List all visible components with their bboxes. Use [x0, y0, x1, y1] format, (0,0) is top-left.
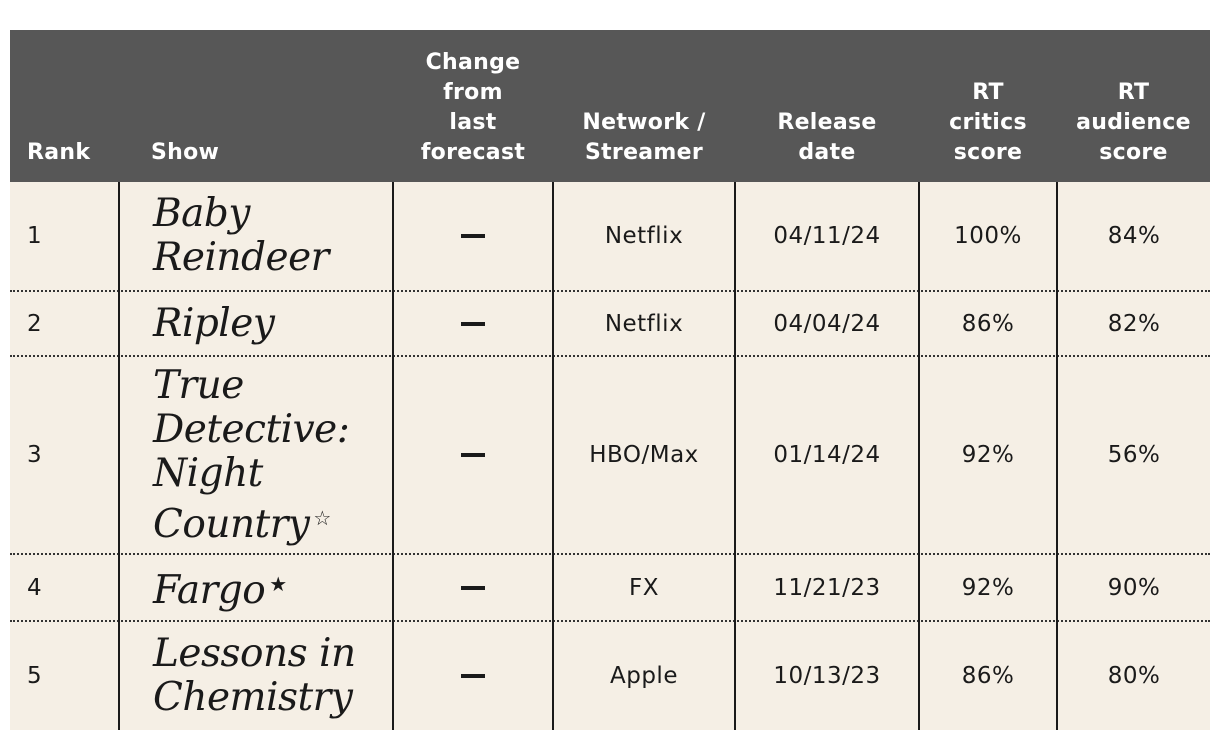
column-divider [1056, 182, 1058, 730]
critics-score-cell: 86% [961, 310, 1015, 337]
row-divider [10, 553, 1210, 555]
release-date-cell: 01/14/24 [773, 442, 881, 468]
rank-cell: 5 [27, 663, 43, 689]
show-title: True Detective: Night Country ☆ [153, 362, 350, 547]
no-change-dash-icon [461, 453, 485, 457]
release-date-cell: 04/04/24 [773, 310, 881, 337]
critics-score-cell: 92% [961, 574, 1015, 601]
column-divider [118, 182, 120, 730]
critics-score-cell: 92% [961, 442, 1015, 468]
show-title: Baby Reindeer [153, 191, 329, 280]
network-cell: FX [629, 574, 659, 601]
filled-star-icon: ★ [269, 572, 287, 596]
table-row: 4 Fargo★ — FX 11/21/23 92% 90% [10, 555, 1210, 620]
header-critics: RT critics score [949, 80, 1027, 165]
change-cell: — [394, 292, 552, 355]
audience-score-cell: 82% [1107, 310, 1161, 337]
column-divider [552, 182, 554, 730]
outline-star-icon: ☆ [313, 505, 331, 530]
no-change-dash-icon [461, 585, 485, 590]
release-date-cell: 11/21/23 [773, 574, 881, 601]
network-cell: Netflix [604, 223, 684, 249]
rank-cell: 1 [27, 223, 43, 249]
network-cell: Apple [610, 663, 678, 689]
rank-cell: 3 [27, 442, 43, 468]
network-cell: HBO/Max [589, 442, 699, 468]
table-header: Rank Show Change from last forecast Network… [10, 30, 1210, 182]
show-title: Fargo ★ [153, 568, 287, 613]
header-rank: Rank [27, 140, 91, 165]
show-title: Lessons in Chemistry [153, 631, 356, 720]
row-divider [10, 290, 1210, 292]
rank-cell: 4 [27, 574, 43, 601]
change-cell: — [394, 357, 552, 553]
change-cell: — [394, 622, 552, 730]
change-cell: — [394, 182, 552, 290]
no-change-dash-icon [461, 321, 485, 326]
change-cell: — [394, 555, 552, 620]
no-change-dash-icon [461, 674, 485, 678]
critics-score-cell: 100% [954, 223, 1022, 249]
rank-cell: 2 [27, 310, 43, 337]
row-divider [10, 620, 1210, 622]
header-release: Release date [777, 110, 877, 165]
header-audience: RT audience score [1076, 80, 1191, 165]
audience-score-cell: 80% [1107, 663, 1161, 689]
rankings-table: Rank Show Change from last forecast Network… [10, 30, 1210, 730]
row-divider [10, 355, 1210, 357]
show-title: Ripley [153, 300, 275, 346]
audience-score-cell: 84% [1107, 223, 1161, 249]
column-divider [918, 182, 920, 730]
critics-score-cell: 86% [961, 663, 1015, 689]
network-cell: Netflix [604, 310, 684, 337]
header-change: Change from last forecast [420, 50, 526, 165]
audience-score-cell: 56% [1107, 442, 1161, 468]
header-network: Network / Streamer [582, 110, 706, 165]
table-row: 2 Ripley — Netflix 04/04/24 86% 82% [10, 292, 1210, 355]
header-show: Show [151, 140, 220, 165]
column-divider [392, 182, 394, 730]
no-change-dash-icon [461, 234, 485, 238]
release-date-cell: 10/13/23 [773, 663, 881, 689]
table-body [10, 182, 1210, 730]
release-date-cell: 04/11/24 [773, 223, 881, 249]
column-divider [734, 182, 736, 730]
audience-score-cell: 90% [1107, 574, 1161, 601]
